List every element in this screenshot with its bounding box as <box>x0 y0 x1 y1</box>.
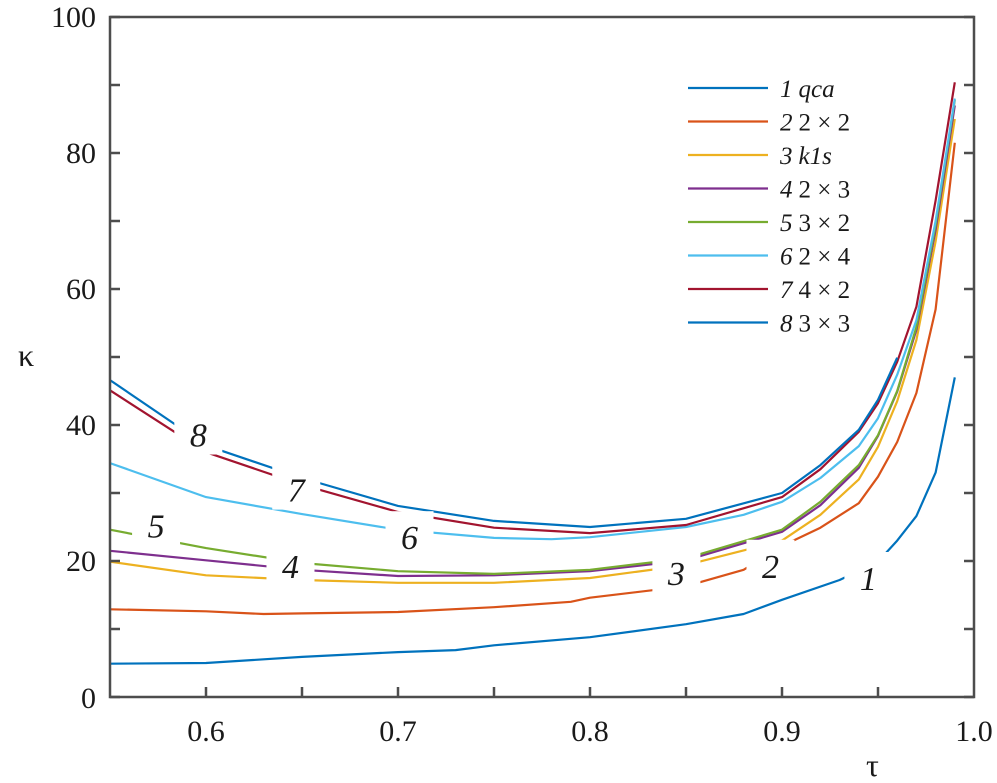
x-tick-label: 0.6 <box>187 715 225 748</box>
label-gap <box>266 539 315 586</box>
legend-name: 3 × 2 <box>799 210 851 237</box>
legend-number: 2 <box>780 110 793 137</box>
x-tick-label: 0.9 <box>763 715 801 748</box>
series-line-2 <box>109 142 956 616</box>
y-tick-label: 80 <box>66 137 96 170</box>
legend-name: 2 × 2 <box>799 110 851 137</box>
label-gap <box>272 463 321 510</box>
legend-number: 7 <box>780 277 794 304</box>
legend-number: 4 <box>780 177 793 204</box>
legend-name: 4 × 2 <box>799 277 851 304</box>
curve-label-3: 3 <box>667 556 685 593</box>
x-axis-label: τ <box>866 747 879 783</box>
label-gap <box>844 552 893 598</box>
label-gap <box>652 547 701 594</box>
axes: 0 20 40 60 80 100 0.6 0.7 0.8 0.9 1.0 <box>51 1 993 748</box>
curve-label-4: 4 <box>282 549 299 586</box>
legend-name: 2 × 4 <box>799 244 851 271</box>
legend-number: 6 <box>780 244 793 271</box>
legend-number: 8 <box>780 311 793 338</box>
legend-number: 1 <box>780 76 793 103</box>
x-tick-label: 1.0 <box>955 715 993 748</box>
legend-item: 1 qca <box>688 76 835 103</box>
curve-label-7: 7 <box>288 473 307 510</box>
y-tick-label: 60 <box>66 273 96 306</box>
legend-name: k1s <box>799 143 832 170</box>
x-tick-label: 0.8 <box>571 715 609 748</box>
legend-label: 3 k1s <box>779 143 832 170</box>
y-tick-label: 100 <box>51 1 96 34</box>
legend-name: qca <box>799 76 835 103</box>
series-line-5 <box>109 99 956 576</box>
curve-label-5: 5 <box>148 509 165 546</box>
curve-label-6: 6 <box>401 520 418 557</box>
legend-item: 3 k1s <box>688 143 832 170</box>
label-gap <box>132 499 181 546</box>
y-tick-label: 40 <box>66 409 96 442</box>
label-gap <box>746 539 795 586</box>
legend-number: 5 <box>780 210 793 237</box>
series-line-6 <box>109 98 956 541</box>
legend-name: 3 × 3 <box>799 311 851 338</box>
label-gap <box>385 511 434 558</box>
y-tick-label: 20 <box>66 545 96 578</box>
y-tick-label: 0 <box>81 682 96 715</box>
label-gaps <box>132 408 893 598</box>
x-tick-label: 0.7 <box>379 715 417 748</box>
legend-label: 1 qca <box>780 76 835 103</box>
curve-label-8: 8 <box>190 418 207 455</box>
y-axis-label: κ <box>18 337 34 373</box>
legend-number: 3 <box>779 143 793 170</box>
curve-label-1: 1 <box>860 561 877 598</box>
legend-name: 2 × 3 <box>799 177 851 204</box>
curve-labels: 1 2 3 4 5 6 7 8 <box>148 418 877 598</box>
label-gap <box>174 408 223 455</box>
curve-label-2: 2 <box>762 549 779 586</box>
series-line-7 <box>109 82 956 535</box>
series-line-1 <box>109 377 956 665</box>
